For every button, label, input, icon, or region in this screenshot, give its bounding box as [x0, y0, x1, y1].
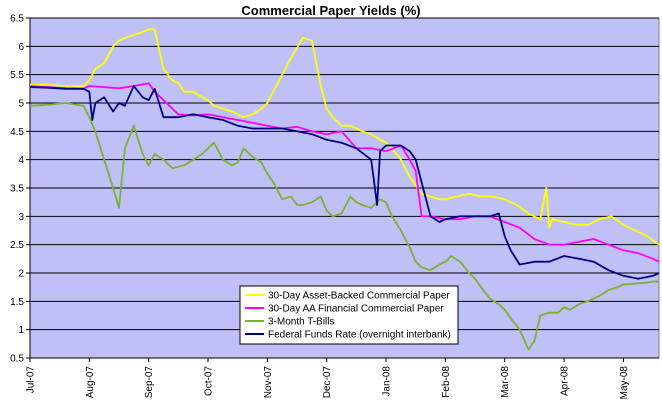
- y-tick-label: 1.5: [10, 297, 24, 308]
- y-axis: 0.5 1 1.5 2 2.5 3 3.5 4 4.5 5 5.5 6 6.5: [10, 14, 31, 365]
- y-tick-label: 2.5: [10, 240, 24, 251]
- y-tick-label: 4: [18, 155, 24, 166]
- x-tick-label: Jan-08: [382, 366, 393, 397]
- x-tick-label: Jul-07: [26, 366, 37, 394]
- x-tick-label: Sep-07: [144, 366, 155, 399]
- x-tick-label: Aug-07: [85, 366, 96, 399]
- y-tick-label: 4.5: [10, 127, 24, 138]
- y-tick-label: 6: [18, 42, 24, 53]
- x-tick-label: Dec-07: [322, 366, 333, 399]
- series-lines: [29, 28, 660, 351]
- y-tick-label: 5.5: [10, 70, 24, 81]
- legend: 30-Day Asset-Backed Commercial Paper 30-D…: [239, 285, 459, 345]
- legend-label: Federal Funds Rate (overnight interbank): [268, 330, 451, 341]
- y-tick-label: 5: [18, 99, 24, 110]
- y-tick-label: 2: [18, 269, 24, 280]
- legend-box: [239, 285, 459, 345]
- chart-title: Commercial Paper Yields (%): [241, 3, 420, 18]
- x-tick-label: Nov-07: [263, 366, 274, 399]
- series-line-1: [29, 82, 660, 263]
- legend-label: 30-Day Asset-Backed Commercial Paper: [268, 291, 450, 302]
- series-line-0: [30, 28, 660, 246]
- y-tick-label: 6.5: [10, 14, 24, 25]
- series-line-3: [29, 85, 660, 280]
- x-tick-label: May-08: [619, 366, 630, 400]
- x-tick-label: Mar-08: [500, 366, 511, 398]
- x-tick-label: Oct-07: [204, 366, 215, 396]
- y-tick-label: 1: [18, 325, 24, 336]
- y-tick-label: 3: [18, 212, 24, 223]
- x-tick-label: Feb-08: [441, 366, 452, 398]
- x-axis: Jul-07 Aug-07 Sep-07 Oct-07 Nov-07 Dec-07 Jan-…: [26, 357, 659, 400]
- legend-label: 3-Month T-Bills: [268, 317, 335, 328]
- y-tick-label: 3.5: [10, 184, 24, 195]
- y-tick-label: 0.5: [10, 354, 24, 365]
- series-line-2: [29, 102, 659, 351]
- legend-label: 30-Day AA Financial Commercial Paper: [268, 304, 444, 315]
- x-tick-label: Apr-08: [560, 366, 571, 396]
